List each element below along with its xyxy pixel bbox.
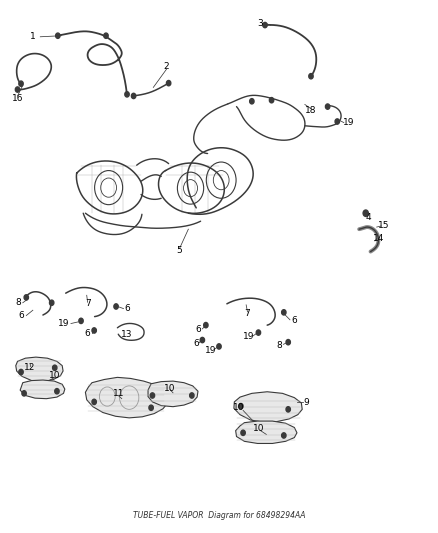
Circle shape [239,403,243,409]
Circle shape [263,22,267,28]
Circle shape [114,304,118,309]
Polygon shape [20,380,65,399]
Text: 1: 1 [30,33,36,41]
Circle shape [256,330,261,335]
Text: 9: 9 [304,398,310,407]
Text: 2: 2 [164,62,169,70]
Circle shape [269,98,274,103]
Circle shape [325,104,330,109]
Circle shape [286,340,290,345]
Text: 4: 4 [365,213,371,222]
Text: 19: 19 [58,319,69,328]
Text: 6: 6 [18,311,24,320]
Circle shape [53,365,57,370]
Circle shape [49,300,54,305]
Text: 14: 14 [373,235,385,243]
Circle shape [250,99,254,104]
Text: 7: 7 [244,309,251,318]
Polygon shape [16,357,63,382]
Circle shape [217,344,221,349]
Text: 6: 6 [124,304,130,313]
Circle shape [19,369,23,375]
Text: TUBE-FUEL VAPOR  Diagram for 68498294AA: TUBE-FUEL VAPOR Diagram for 68498294AA [133,512,305,520]
Polygon shape [236,421,297,443]
Text: 6: 6 [85,329,91,337]
Circle shape [241,430,245,435]
Text: 8: 8 [15,298,21,307]
Text: 19: 19 [243,333,254,341]
Text: 12: 12 [24,364,35,372]
Text: 10: 10 [233,403,244,412]
Circle shape [149,405,153,410]
Circle shape [24,295,28,300]
Circle shape [190,393,194,398]
Text: 18: 18 [305,106,317,115]
Text: 5: 5 [177,246,183,255]
Text: 6: 6 [193,339,199,348]
Text: 10: 10 [164,384,176,392]
Polygon shape [85,377,169,418]
Circle shape [79,318,83,324]
Circle shape [15,87,20,92]
Text: 7: 7 [85,300,91,308]
Text: 8: 8 [276,341,283,350]
Text: 19: 19 [205,346,216,354]
Text: 13: 13 [121,330,133,338]
Circle shape [22,391,26,396]
Circle shape [363,210,368,216]
Circle shape [282,433,286,438]
Polygon shape [234,392,302,422]
Circle shape [19,81,23,86]
Circle shape [104,33,108,38]
Text: 3: 3 [258,20,264,28]
Text: 10: 10 [49,372,60,380]
Circle shape [309,74,313,79]
Circle shape [150,393,155,398]
Text: 19: 19 [343,118,354,127]
Circle shape [55,389,59,394]
Text: 11: 11 [113,389,124,398]
Circle shape [166,80,171,86]
Circle shape [282,310,286,315]
Circle shape [56,33,60,38]
Text: 16: 16 [12,94,23,103]
Circle shape [131,93,136,99]
Circle shape [286,407,290,412]
Circle shape [204,322,208,328]
Circle shape [92,399,96,405]
Text: 6: 6 [195,325,201,334]
Circle shape [92,328,96,333]
Circle shape [200,337,205,343]
Text: 10: 10 [253,424,264,433]
Polygon shape [148,381,198,407]
Text: 15: 15 [378,222,389,230]
Circle shape [335,119,339,124]
Circle shape [125,92,129,97]
Text: 6: 6 [291,317,297,325]
